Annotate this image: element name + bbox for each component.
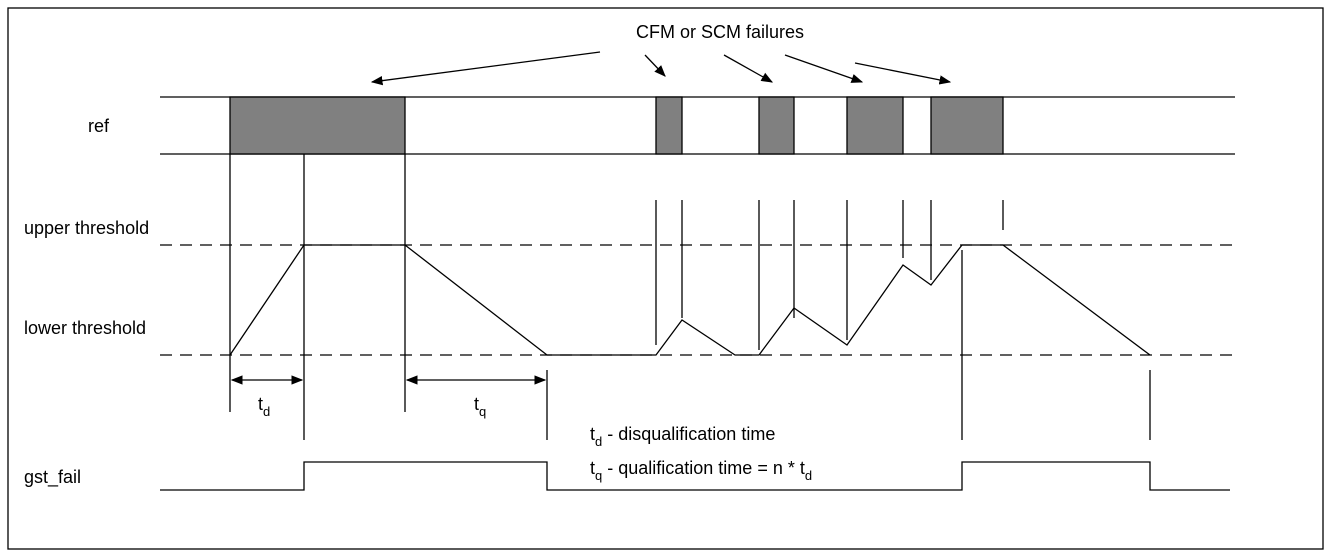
note-td: td - disqualification time (590, 424, 775, 449)
gst-fail-signal (160, 461, 1230, 491)
subscript: d (805, 468, 812, 483)
lower-label: lower threshold (24, 318, 146, 338)
counter-ramp (229, 244, 1151, 356)
title: CFM or SCM failures (636, 22, 804, 42)
subscript: d (263, 404, 270, 419)
upper-label: upper threshold (24, 218, 149, 238)
symbol: t (590, 424, 595, 444)
subscript: q (479, 404, 486, 419)
ref-band (160, 96, 1235, 155)
td-label: td (258, 394, 270, 419)
symbol: t (800, 458, 805, 478)
frame (7, 7, 1324, 550)
symbol: t (474, 394, 479, 414)
gst-fail-label: gst_fail (24, 467, 81, 488)
symbol: t (258, 394, 263, 414)
note-text: - disqualification time (607, 424, 775, 444)
subscript: d (595, 434, 602, 449)
note-text: - qualification time = n * (607, 458, 795, 478)
verticals (229, 154, 1151, 440)
symbol: t (590, 458, 595, 478)
subscript: q (595, 468, 602, 483)
ref-label: ref (88, 116, 110, 136)
failure-arrows (370, 51, 952, 86)
tq-label: tq (474, 394, 486, 419)
note-tq: tq - qualification time = n * td (590, 458, 812, 483)
